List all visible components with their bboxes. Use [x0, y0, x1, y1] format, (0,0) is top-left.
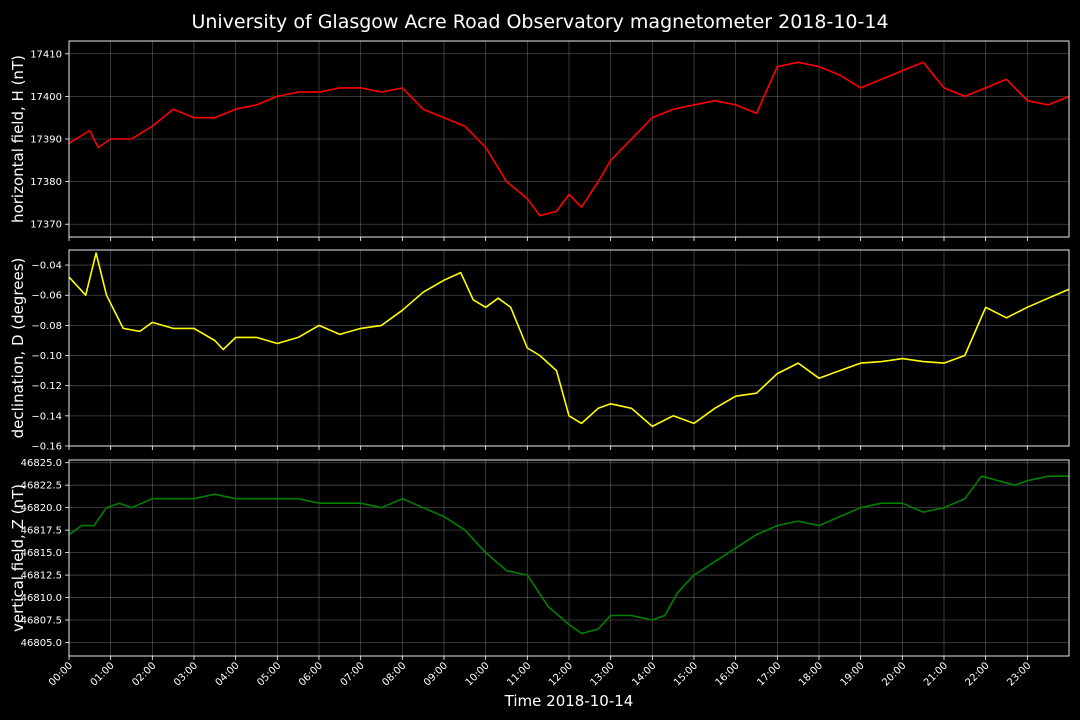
y-tick-label: −0.12	[31, 381, 62, 392]
y-axis-label-horizontal: horizontal field, H (nT)	[9, 55, 27, 223]
y-tick-label: 46825.0	[21, 458, 62, 469]
y-tick-label: 17390	[30, 135, 62, 146]
y-tick-label: −0.14	[31, 411, 62, 422]
panel-frame	[68, 40, 1070, 238]
y-axis-label-declination: declination, D (degrees)	[9, 258, 27, 439]
y-tick-label: −0.04	[31, 261, 62, 272]
y-tick-label: 46815.0	[21, 548, 62, 559]
series-line-declination	[69, 252, 1069, 428]
y-tick-label: 46820.0	[21, 503, 62, 514]
y-tick-label: −0.06	[31, 291, 62, 302]
y-tick-label: 17400	[30, 92, 62, 103]
series-line-horizontal	[69, 61, 1069, 217]
y-tick-label: −0.16	[31, 442, 62, 453]
y-tick-label: 46807.5	[21, 616, 62, 627]
panel-frame	[68, 249, 1070, 447]
panel-vertical: 46805.0 46807.5 46810.0 46812.5 46815.0 46817…	[9, 458, 1070, 660]
y-tick-label: 46822.5	[21, 481, 62, 492]
y-tick-label: 46812.5	[21, 571, 62, 582]
panel-frame	[68, 459, 1070, 657]
y-tick-label: −0.10	[31, 351, 62, 362]
y-tick-label: 17410	[30, 49, 62, 60]
y-tick-label: 46817.5	[21, 526, 62, 537]
chart-title: University of Glasgow Acre Road Observat…	[191, 11, 888, 33]
y-axis-label-vertical: vertical field, Z (nT)	[9, 484, 27, 632]
x-axis-label: Time 2018-10-14	[504, 692, 634, 710]
y-tick-label: −0.08	[31, 321, 62, 332]
y-tick-label: 17380	[30, 177, 62, 188]
y-tick-label: 46805.0	[21, 638, 62, 649]
series-line-vertical	[69, 475, 1069, 635]
y-tick-label: 46810.0	[21, 593, 62, 604]
y-tick-label: 17370	[30, 220, 62, 231]
panel-declination: −0.16 −0.14 −0.12 −0.10 −0.08 −0.06 −0.04 decli…	[9, 249, 1070, 453]
